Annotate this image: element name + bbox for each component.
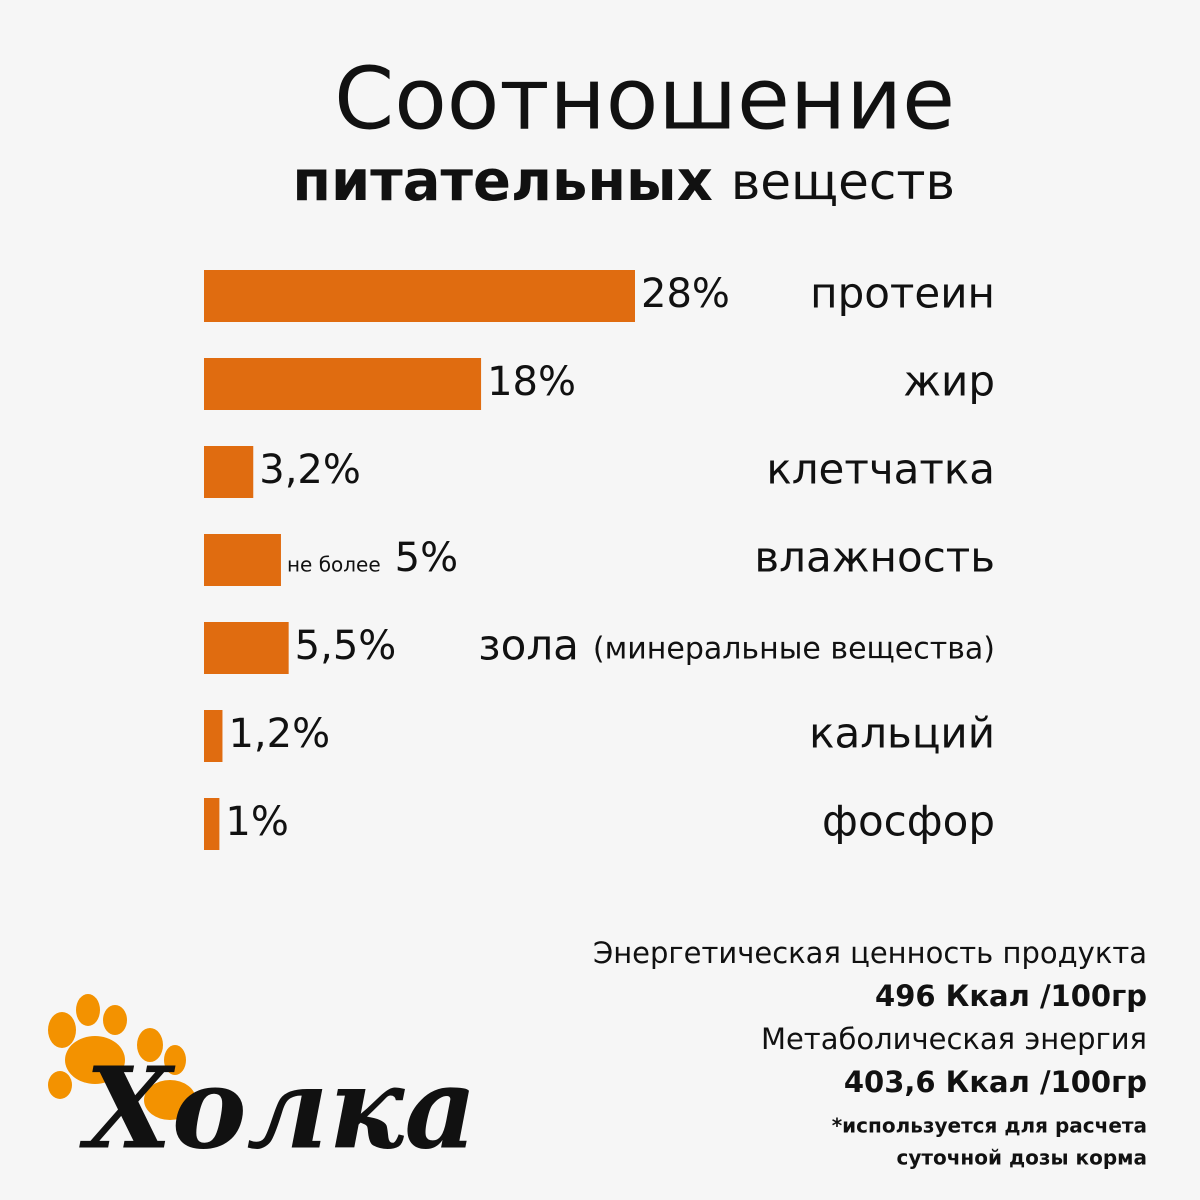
category-label: клетчатка [766,445,995,494]
value-note: не более [287,553,381,577]
chart-subtitle: питательных веществ [292,149,955,214]
logo: Холка [48,994,477,1174]
subtitle-bold: питательных [292,149,713,214]
category-label: зола [478,621,579,670]
category-label: кальций [809,709,995,758]
bar [204,358,482,410]
value-label: 1,2% [228,711,330,757]
value-label: 18% [487,359,576,405]
footer-line: суточной дозы корма [896,1146,1147,1170]
footer-line: 403,6 Ккал /100гр [844,1065,1147,1099]
paw-prints [48,994,196,1120]
bar [204,798,220,850]
chart-title: Соотношение [334,49,955,149]
value-label: 28% [641,271,730,317]
category-note: (минеральные вещества) [593,632,995,667]
category-label: фосфор [822,797,995,846]
value-label: 3,2% [259,447,361,493]
bar [204,446,254,498]
bar [204,622,289,674]
bar [204,270,635,322]
value-label: 5% [395,535,458,581]
footer-line: 496 Ккал /100гр [875,979,1147,1013]
footer-line: *используется для расчета [832,1114,1147,1138]
value-label: 1% [225,799,288,845]
value-label: 5,5% [295,623,397,669]
category-label: протеин [810,269,995,318]
logo-text: Холка [79,1043,477,1174]
footer-line: Энергетическая ценность продукта [593,936,1147,970]
bar [204,710,223,762]
footer-line: Метаболическая энергия [761,1022,1147,1056]
bar [204,534,281,586]
category-label: влажность [754,533,995,582]
subtitle-regular: веществ [731,153,955,211]
category-label: жир [903,357,995,406]
